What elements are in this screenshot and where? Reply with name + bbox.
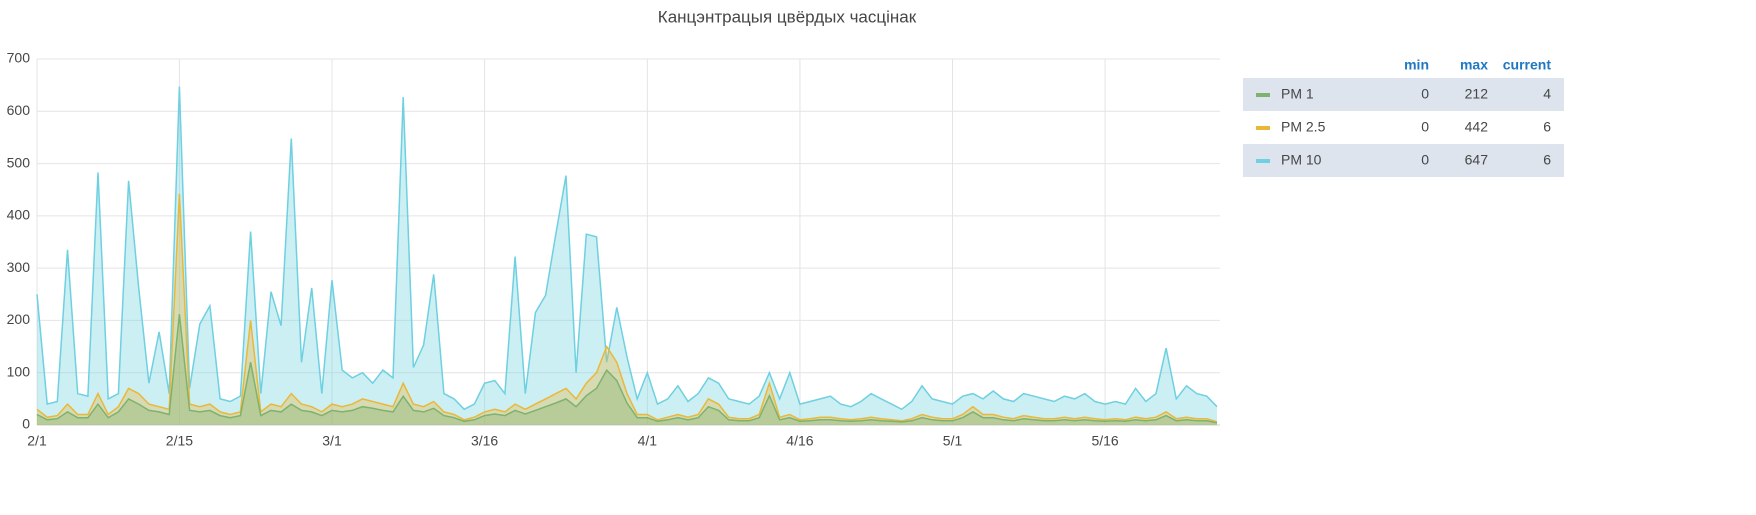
x-tick-label: 4/1 xyxy=(638,433,658,449)
y-tick-label: 300 xyxy=(7,259,31,275)
legend-swatch xyxy=(1256,93,1270,97)
legend-value: 647 xyxy=(1465,152,1489,168)
y-tick-label: 500 xyxy=(7,154,31,170)
x-tick-label: 2/1 xyxy=(27,433,47,449)
legend-label: PM 1 xyxy=(1281,86,1314,102)
legend-value: 442 xyxy=(1465,119,1489,135)
legend-value: 0 xyxy=(1421,152,1429,168)
legend-label: PM 10 xyxy=(1281,152,1322,168)
legend-value: 6 xyxy=(1543,119,1551,135)
legend-row-bg xyxy=(1243,144,1564,177)
x-tick-label: 3/1 xyxy=(322,433,342,449)
x-tick-label: 5/1 xyxy=(943,433,963,449)
y-tick-label: 0 xyxy=(22,416,30,432)
y-tick-label: 700 xyxy=(7,50,31,66)
legend-value: 0 xyxy=(1421,86,1429,102)
legend-swatch xyxy=(1256,126,1270,130)
legend-row-bg xyxy=(1243,78,1564,111)
x-tick-label: 3/16 xyxy=(471,433,498,449)
legend-label: PM 2.5 xyxy=(1281,119,1326,135)
series-line xyxy=(36,86,1218,411)
chart-title: Канцэнтрацыя цвёрдых часцінак xyxy=(658,7,917,26)
y-tick-label: 200 xyxy=(7,311,31,327)
x-tick-label: 4/16 xyxy=(786,433,813,449)
legend-header: max xyxy=(1460,57,1488,73)
series-line xyxy=(36,193,1218,423)
legend-value: 0 xyxy=(1421,119,1429,135)
legend-header: current xyxy=(1503,57,1552,73)
legend-value: 212 xyxy=(1465,86,1489,102)
legend-swatch xyxy=(1256,159,1270,163)
legend-value: 4 xyxy=(1543,86,1551,102)
legend-value: 6 xyxy=(1543,152,1551,168)
y-tick-label: 600 xyxy=(7,102,31,118)
series-area xyxy=(37,314,1217,425)
x-tick-label: 2/15 xyxy=(166,433,193,449)
x-tick-label: 5/16 xyxy=(1091,433,1118,449)
series-line xyxy=(36,314,1218,424)
series-area xyxy=(37,86,1217,425)
y-tick-label: 400 xyxy=(7,207,31,223)
legend-header: min xyxy=(1404,57,1429,73)
y-tick-label: 100 xyxy=(7,363,31,379)
